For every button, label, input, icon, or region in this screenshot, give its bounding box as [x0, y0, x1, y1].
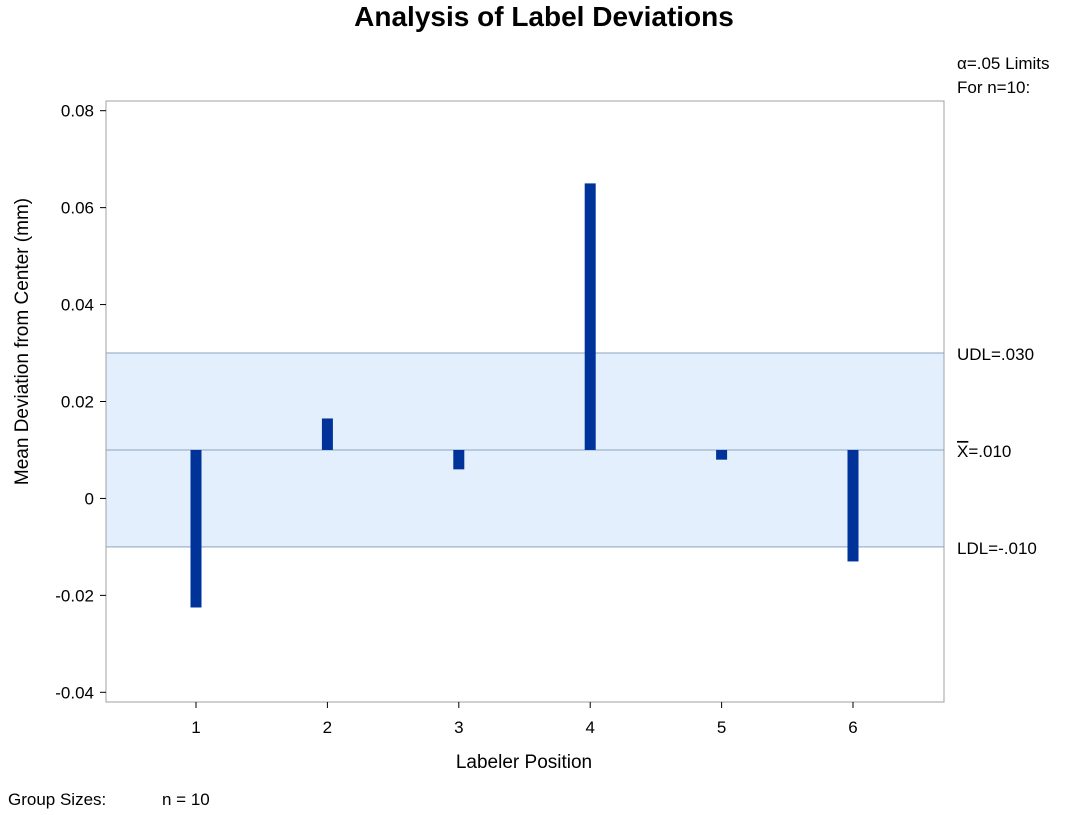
- x-axis: 1 2 3 4 5 6: [191, 702, 858, 737]
- x-tick-label: 3: [454, 718, 463, 737]
- decision-band: [106, 352, 944, 548]
- y-tick-label: 0: [85, 489, 94, 508]
- bar-4: [584, 183, 596, 450]
- x-tick-label: 4: [585, 718, 594, 737]
- x-tick-label: 1: [191, 718, 200, 737]
- x-axis-label: Labeler Position: [456, 752, 592, 773]
- bar-3: [453, 449, 465, 470]
- x-tick-label: 2: [323, 718, 332, 737]
- y-tick-label: -0.02: [55, 586, 94, 605]
- center-label: X=.010: [957, 442, 1011, 461]
- center-label-symbol: X: [957, 442, 968, 461]
- y-tick-label: 0.06: [61, 199, 94, 218]
- limits-header-line2: For n=10:: [957, 78, 1030, 97]
- ldl-label: LDL=-.010: [957, 539, 1037, 558]
- group-sizes-value: n = 10: [162, 790, 210, 809]
- y-tick-label: -0.04: [55, 683, 94, 702]
- limits-header-line1: α=.05 Limits: [957, 54, 1050, 73]
- group-sizes-label: Group Sizes:: [8, 790, 106, 809]
- y-tick-label: 0.08: [61, 102, 94, 121]
- y-tick-label: 0.02: [61, 393, 94, 412]
- bar-6: [847, 449, 859, 562]
- udl-label: UDL=.030: [957, 345, 1034, 364]
- bar-5: [716, 449, 728, 460]
- chart-title: Analysis of Label Deviations: [354, 1, 734, 32]
- y-axis-label: Mean Deviation from Center (mm): [12, 198, 33, 485]
- bars: [190, 183, 859, 608]
- y-axis: 0.08 0.06 0.04 0.02 0 -0.02 -0.04: [55, 102, 106, 702]
- bar-1: [190, 449, 202, 608]
- y-tick-label: 0.04: [61, 296, 94, 315]
- center-label-value: =.010: [968, 442, 1011, 461]
- x-tick-label: 5: [717, 718, 726, 737]
- bar-2: [321, 418, 333, 450]
- x-tick-label: 6: [848, 718, 857, 737]
